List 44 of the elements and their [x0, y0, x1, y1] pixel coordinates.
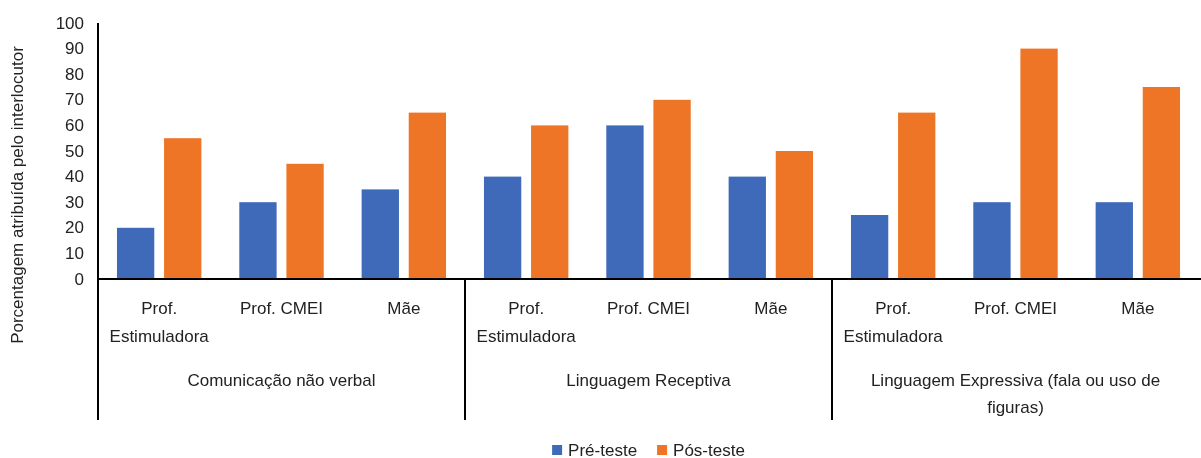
y-axis-title: Porcentagem atribuída pelo interlocutor [7, 45, 27, 344]
y-tick-label: 0 [74, 269, 84, 289]
bar [239, 202, 277, 279]
bar [408, 112, 447, 279]
legend-label: Pré-teste [568, 440, 638, 458]
x-tick-label: Prof. CMEI [973, 298, 1058, 318]
bar [286, 163, 324, 279]
y-tick-label: 90 [65, 39, 84, 59]
y-tick-label: 50 [65, 141, 84, 161]
bar [898, 112, 936, 279]
bar [850, 215, 889, 279]
bar [653, 99, 691, 279]
x-tick-label: Prof. Estimuladora [843, 298, 944, 346]
bar [1020, 48, 1058, 279]
y-tick-label: 20 [65, 218, 84, 238]
bar [1095, 202, 1133, 279]
x-tick-label: Prof. Estimuladora [476, 298, 577, 346]
bar [775, 151, 814, 279]
bar [606, 125, 644, 279]
y-tick-label: 30 [65, 192, 84, 212]
bar [1142, 87, 1181, 279]
x-tick-label: Mãe [754, 298, 788, 318]
y-tick-label: 70 [65, 90, 84, 110]
bar [531, 125, 569, 279]
bar [483, 176, 522, 279]
x-tick-label: Prof. CMEI [606, 298, 691, 318]
y-tick-label: 40 [65, 167, 84, 187]
text: Linguagem Expressiva (fala ou uso de figuras) [870, 370, 1161, 417]
text: Linguagem Receptiva [566, 370, 732, 390]
y-tick-label: 80 [65, 64, 84, 84]
bar [728, 176, 766, 279]
x-tick-label: Prof. Estimuladora [109, 298, 210, 346]
x-tick-label: Mãe [1121, 298, 1155, 318]
bar [361, 189, 399, 279]
x-tick-label: Mãe [387, 298, 421, 318]
x-tick-label: Prof. CMEI [239, 298, 324, 318]
bar [973, 202, 1011, 279]
y-tick-label: 60 [65, 115, 84, 135]
legend-label: Pós-teste [673, 440, 745, 458]
text: Comunicação não verbal [187, 370, 376, 390]
bar [164, 138, 202, 279]
y-tick-label: 100 [55, 13, 84, 33]
bar [116, 227, 155, 279]
y-tick-label: 10 [65, 243, 84, 263]
